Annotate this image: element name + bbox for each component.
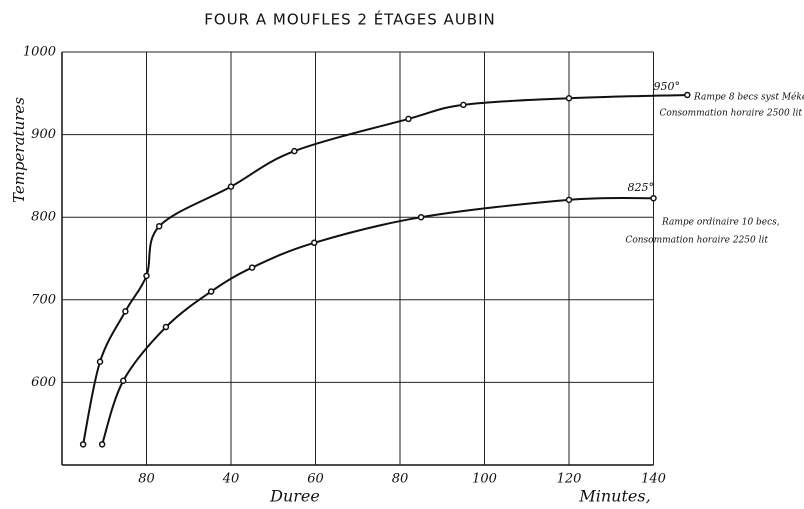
annotation: Consommation horaire 2250 lit [625, 236, 768, 246]
data-point [227, 183, 235, 190]
y-tick-label: 800 [31, 210, 56, 225]
data-point [650, 194, 657, 202]
data-point [291, 147, 298, 155]
data-point [122, 308, 129, 315]
x-tick-label: 120 [557, 472, 582, 487]
y-tick-label: 700 [31, 292, 56, 307]
data-point [98, 441, 106, 448]
data-point [143, 272, 150, 280]
x-tick-label: 100 [472, 472, 497, 487]
data-point [565, 196, 573, 204]
legend-label: Rampe 8 becs syst Méker [693, 92, 804, 103]
data-point [460, 101, 467, 109]
data-point [207, 288, 215, 295]
curve [82, 93, 688, 445]
x-axis-label: Duree [269, 487, 320, 506]
x-tick-label: 60 [307, 472, 324, 487]
legend-label: Rampe ordinaire 10 becs, [661, 218, 780, 228]
data-point [155, 223, 163, 230]
data-point [162, 323, 170, 331]
annotation: 950° [654, 80, 681, 93]
y-tick-label: 600 [31, 375, 56, 390]
x-tick-label: 40 [222, 472, 240, 487]
annotation: 825° [628, 181, 655, 194]
x-tick-label: 80 [392, 472, 409, 487]
data-point [565, 95, 573, 102]
data-point [96, 358, 104, 365]
y-tick-label: 900 [31, 127, 56, 142]
data-point [684, 91, 691, 99]
data-point [417, 213, 425, 221]
x-tick-label: 80 [138, 472, 155, 487]
x-tick-label: 140 [641, 472, 666, 487]
data-point [79, 441, 87, 448]
y-tick-label: 1000 [23, 45, 56, 60]
data-point [310, 239, 318, 247]
annotation: Consommation horaire 2500 lit [659, 109, 802, 119]
curve [101, 196, 654, 445]
data-point [405, 115, 412, 123]
y-axis-label: Temperatures [10, 97, 28, 203]
chart-title: FOUR A MOUFLES 2 ÉTAGES AUBIN [204, 10, 495, 29]
data-point [248, 264, 256, 271]
data-point [120, 377, 127, 384]
x-unit-label: Minutes, [578, 487, 650, 506]
